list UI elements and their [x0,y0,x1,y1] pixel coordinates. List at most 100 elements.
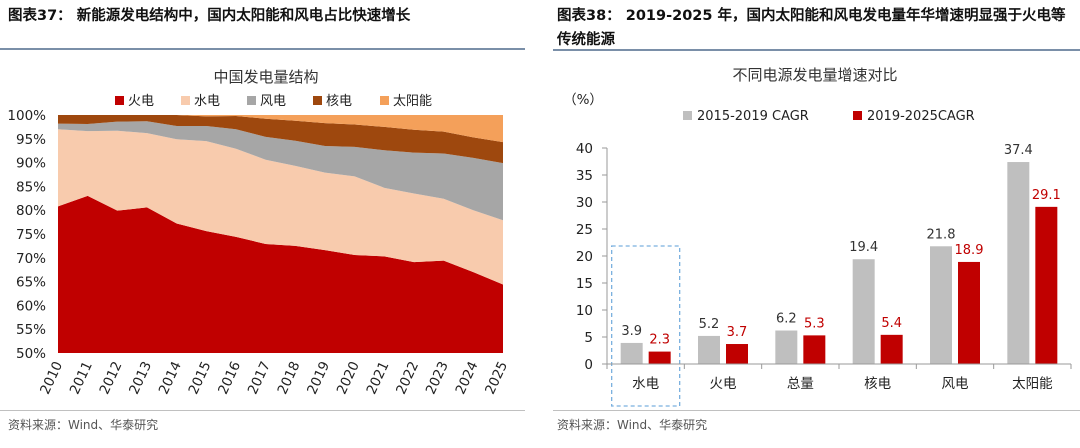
legend-label-wind: 风电 [260,94,286,109]
area-chart-title: 中国发电量结构 [213,68,318,86]
highlight-dashed-box [611,245,681,407]
bar-y-tick-label: 30 [576,195,593,211]
bar-x-axis: 水电 火电 总量 核电 风电 太阳能 [606,363,1072,392]
area-x-tick-label: 2023 [423,359,452,397]
legend-swatch-thermal [115,96,124,105]
area-x-tick-label: 2017 [245,359,274,397]
bar-bar_2019_2025 [726,344,748,364]
legend-label-hydro: 水电 [194,94,220,109]
area-x-tick-label: 2020 [334,359,363,397]
legend-swatch-wind [247,96,256,105]
area-series-hydro [58,129,503,285]
area-y-tick-label: 55% [16,322,46,338]
area-y-tick-label: 50% [16,346,46,362]
area-x-tick-label: 2010 [37,359,66,397]
bar-data-label: 5.3 [804,316,825,331]
area-series-solar [58,115,503,143]
bar-data-label: 19.4 [849,240,878,255]
bar-bar_2019_2025 [648,351,671,364]
legend-label-bar_2015_2019: 2015-2019 CAGR [697,109,809,124]
bar-y-tick-label: 0 [584,357,593,373]
area-x-tick-label: 2025 [482,359,511,397]
area-x-tick-label: 2019 [304,359,333,397]
bar-chart-legend: 2015-2019 CAGR 2019-2025CAGR [683,109,975,124]
bar-y-tick-label: 20 [576,249,593,265]
bar-data-label: 6.2 [776,312,797,327]
bar-x-tick-label: 风电 [942,376,969,392]
bar-data-label: 37.4 [1004,143,1033,158]
bar-y-tick-label: 25 [576,222,593,238]
bar-y-tick-label: 40 [576,141,593,157]
bar-y-axis: 0 5 10 15 20 25 30 35 40 [576,141,608,373]
legend-swatch-bar_2015_2019 [683,111,692,120]
bar-data-label: 5.4 [881,316,902,331]
area-y-tick-label: 95% [16,132,46,148]
bar-plot: 3.9 2.3 5.2 3.7 6.2 5.3 19.4 5.4 21.818.9 37.4 29.… [620,143,1061,364]
legend-swatch-bar_2019_2025 [853,111,862,120]
bar-chart-title: 不同电源发电量增速对比 [732,66,897,84]
area-x-tick-label: 2016 [215,359,244,397]
left-bottom-rule [0,410,525,411]
area-series-nuclear [58,115,503,164]
bar-data-label: 2.3 [649,333,670,348]
bar-data-label: 21.8 [927,227,956,242]
bar-bar_2015_2019 [698,335,720,364]
left-figure-panel: 图表37： 新能源发电结构中，国内太阳能和风电占比快速增长 中国发电量结构 火电… [0,0,533,448]
bar-x-tick-label: 火电 [710,376,737,392]
left-figure-title: 图表37： 新能源发电结构中，国内太阳能和风电占比快速增长 [8,8,411,24]
area-x-tick-label: 2022 [393,359,422,397]
legend-label-nuclear: 核电 [326,94,352,109]
area-y-tick-label: 60% [16,298,46,314]
legend-label-thermal: 火电 [128,94,154,109]
area-series-thermal [58,195,503,353]
area-x-tick-label: 2012 [96,359,125,397]
bar-bar_2019_2025 [958,261,980,364]
right-figure-panel: 图表38： 2019-2025 年，国内太阳能和风电发电量年华增速明显强于火电等… [551,0,1080,448]
bar-bar_2019_2025 [1035,206,1058,364]
area-y-axis: 50% 55% 60% 65% 70% 75% 80% 85% 90% 95% 100% [7,108,46,362]
area-y-tick-label: 70% [16,251,46,267]
area-chart-legend: 火电 水电 风电 核电 太阳能 [115,94,432,109]
area-x-axis: 2010 2011 2012 2013 2014 2015 2016 2017 2018 2019… [37,359,511,397]
bar-x-tick-label: 总量 [787,376,814,392]
bar-bar_2015_2019 [852,259,875,364]
legend-swatch-nuclear [313,96,322,105]
right-figure-title: 图表38： 2019-2025 年，国内太阳能和风电发电量年华增速明显强于火电等… [557,8,1066,48]
right-source-note: 资料来源：Wind、华泰研究 [557,418,708,432]
legend-label-bar_2019_2025: 2019-2025CAGR [867,109,975,124]
highlight-box [611,245,681,407]
right-bottom-rule [553,410,1080,411]
bar-y-axis-unit: （%） [563,92,603,108]
area-x-tick-label: 2015 [185,359,214,397]
bar-data-label: 18.9 [955,243,984,258]
bar-x-tick-label: 太阳能 [1012,376,1052,392]
area-x-tick-label: 2021 [363,359,392,397]
bar-data-label: 3.9 [621,324,642,339]
bar-y-tick-label: 5 [584,330,593,346]
bar-bar_2019_2025 [803,335,826,364]
bar-bar_2015_2019 [1007,162,1030,364]
area-x-tick-label: 2024 [452,359,481,397]
area-y-tick-label: 65% [16,275,46,291]
left-title-rule [0,48,525,50]
area-series-wind [58,121,503,221]
area-y-tick-label: 80% [16,203,46,219]
bar-bar_2015_2019 [775,330,798,364]
area-plot [58,115,503,353]
area-y-tick-label: 90% [16,156,46,172]
legend-swatch-solar [380,96,389,105]
legend-label-solar: 太阳能 [393,94,432,109]
left-source-note: 资料来源：Wind、华泰研究 [8,418,159,432]
right-title-rule [553,49,1080,51]
legend-swatch-hydro [181,96,190,105]
area-x-tick-label: 2014 [156,359,185,397]
area-x-tick-label: 2011 [67,359,96,397]
area-y-tick-label: 100% [7,108,46,124]
bar-x-tick-label: 水电 [632,376,659,392]
bar-y-tick-label: 10 [576,303,593,319]
bar-bar_2019_2025 [880,334,903,364]
bar-data-label: 3.7 [727,325,748,340]
area-x-tick-label: 2013 [126,359,155,397]
area-y-tick-label: 85% [16,179,46,195]
area-y-tick-label: 75% [16,227,46,243]
